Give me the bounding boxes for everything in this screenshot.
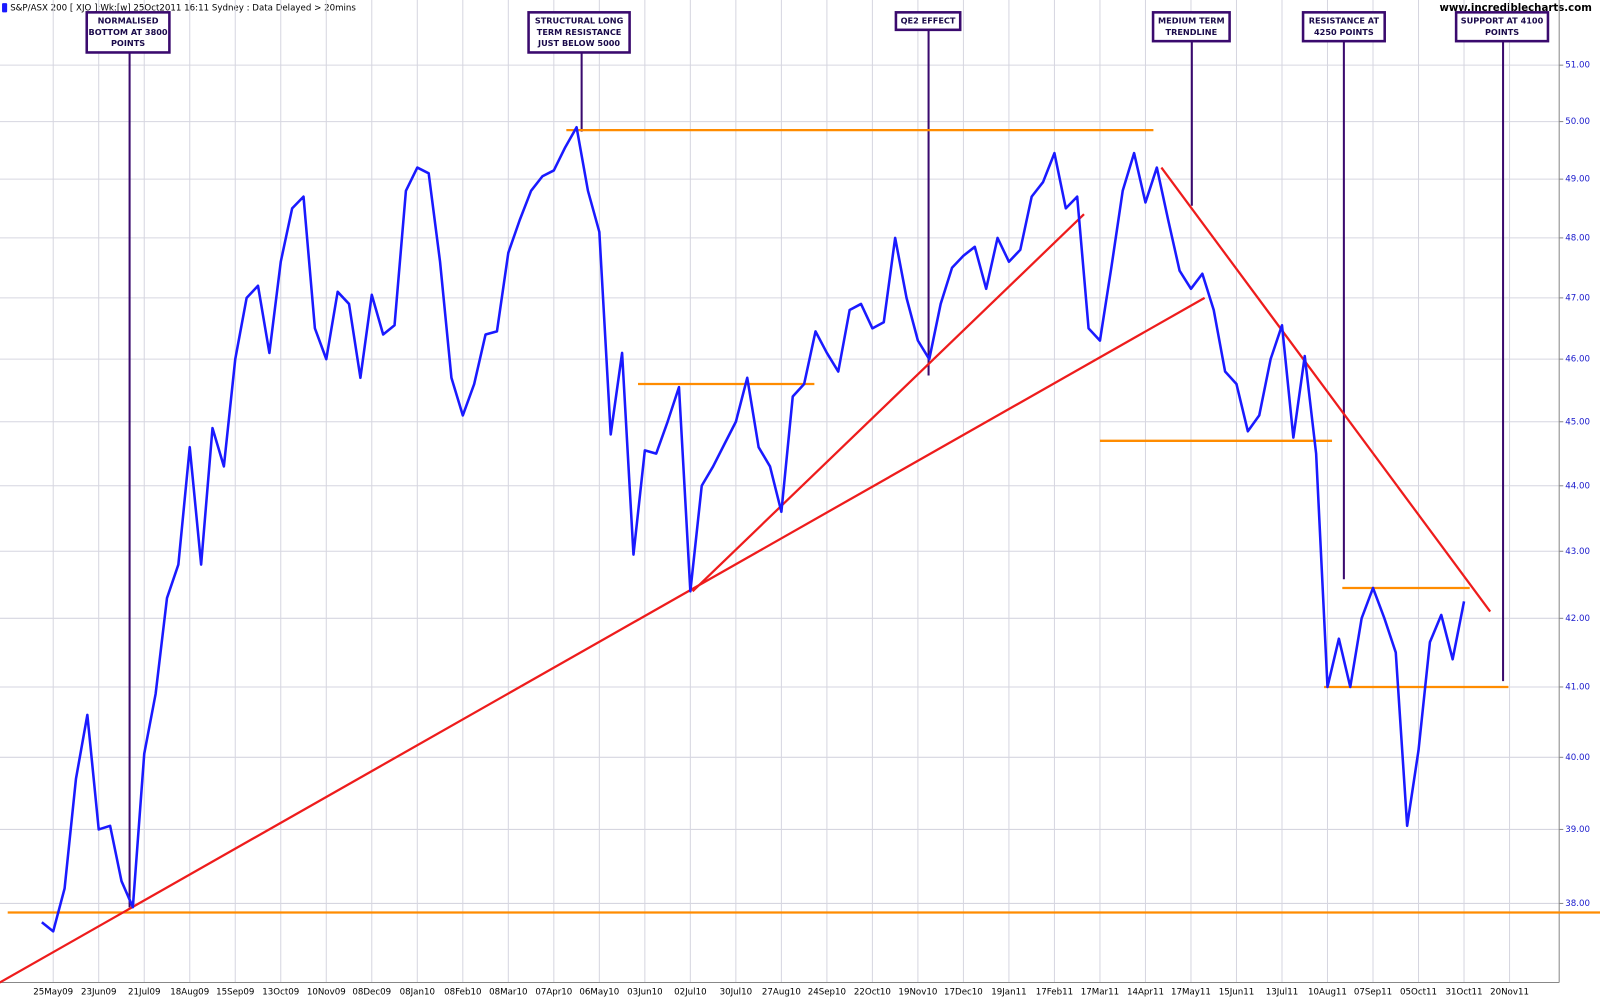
y-tick-label: 48.00 [1565, 233, 1590, 243]
x-tick-label: 15Jun11 [1219, 987, 1255, 997]
x-tick-label: 07Sep11 [1354, 987, 1392, 997]
x-tick-label: 18Aug09 [170, 987, 209, 997]
callout-text: BOTTOM AT 3800 [88, 27, 167, 37]
callout-box [1301, 11, 1386, 43]
y-tick-label: 47.00 [1565, 293, 1590, 303]
x-tick-label: 10Aug11 [1308, 987, 1347, 997]
price-line [41, 125, 1466, 933]
x-tick-label: 05Oct11 [1400, 987, 1437, 997]
callout-box [894, 11, 962, 32]
x-tick-label: 19Jan11 [991, 987, 1026, 997]
y-tick-label: 40.00 [1565, 753, 1590, 763]
y-tick-label: 44.00 [1565, 481, 1590, 491]
header-icon [2, 3, 8, 13]
x-tick-label: 03Jun10 [627, 987, 663, 997]
y-tick-label: 46.00 [1565, 355, 1590, 365]
y-tick-label: 45.00 [1565, 417, 1590, 427]
y-tick-label: 41.00 [1565, 682, 1590, 692]
y-tick-label: 43.00 [1565, 547, 1590, 557]
x-tick-label: 08Mar10 [489, 987, 527, 997]
x-tick-label: 10Nov09 [307, 987, 346, 997]
x-tick-label: 13Oct09 [262, 987, 299, 997]
x-tick-label: 07Apr10 [535, 987, 572, 997]
x-tick-label: 15Sep09 [216, 987, 254, 997]
x-tick-label: 08Dec09 [352, 987, 391, 997]
callout-text: NORMALISED [98, 16, 159, 26]
callout-text: 4250 POINTS [1314, 27, 1374, 37]
chart-title: S&P/ASX 200 [ XJO ]:Wk:[w] 25Oct2011 16:… [10, 4, 356, 14]
x-tick-label: 24Sep10 [808, 987, 846, 997]
y-tick-label: 51.00 [1565, 61, 1590, 71]
callout-text: RESISTANCE AT [1309, 16, 1380, 26]
callout-text: QE2 EFFECT [901, 16, 956, 26]
y-tick-label: 49.00 [1565, 175, 1590, 185]
x-tick-label: 13Jul11 [1266, 987, 1298, 997]
y-tick-label: 39.00 [1565, 825, 1590, 835]
x-tick-label: 17May11 [1171, 987, 1211, 997]
callout-box [1454, 11, 1550, 43]
y-tick-label: 50.00 [1565, 117, 1590, 127]
callout-box [1151, 11, 1231, 43]
x-tick-label: 17Feb11 [1036, 987, 1073, 997]
trend-line [1160, 166, 1492, 613]
grid [0, 0, 1560, 983]
x-tick-label: 08Jan10 [400, 987, 435, 997]
x-tick-label: 23Jun09 [81, 987, 117, 997]
x-tick-label: 17Dec10 [944, 987, 983, 997]
callout-text: JUST BELOW 5000 [537, 38, 620, 48]
callout-text: SUPPORT AT 4100 [1461, 16, 1544, 26]
y-tick-label: 42.00 [1565, 614, 1590, 624]
callout-text: POINTS [1485, 27, 1519, 37]
x-tick-label: 22Oct10 [854, 987, 891, 997]
x-tick-label: 14Apr11 [1127, 987, 1164, 997]
x-tick-label: 06May10 [579, 987, 619, 997]
trend-line [691, 213, 1085, 593]
x-tick-label: 08Feb10 [444, 987, 481, 997]
callout-text: TRENDLINE [1166, 27, 1218, 37]
x-tick-label: 02Jul10 [674, 987, 706, 997]
callout-box [527, 11, 631, 54]
trend-line [0, 296, 1206, 984]
callout-text: STRUCTURAL LONG [535, 16, 624, 26]
x-tick-label: 19Nov10 [898, 987, 937, 997]
callout-text: TERM RESISTANCE [537, 27, 622, 37]
callout-text: MEDIUM TERM [1158, 16, 1225, 26]
x-tick-label: 31Oct11 [1446, 987, 1483, 997]
x-tick-label: 27Aug10 [762, 987, 801, 997]
callout-box [85, 11, 171, 54]
x-tick-label: 17Mar11 [1081, 987, 1119, 997]
callout-text: POINTS [111, 38, 145, 48]
x-tick-label: 21Jul09 [128, 987, 160, 997]
x-tick-label: 30Jul10 [720, 987, 752, 997]
y-tick-label: 38.00 [1565, 899, 1590, 909]
x-tick-label: 20Nov11 [1490, 987, 1529, 997]
x-tick-label: 25May09 [33, 987, 73, 997]
